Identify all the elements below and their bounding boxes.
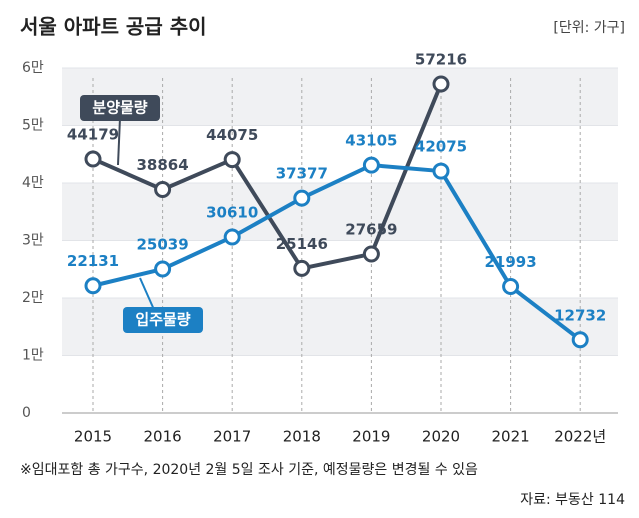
legend-box	[123, 307, 203, 333]
data-label: 44179	[67, 125, 119, 143]
x-tick-label: 2021	[492, 428, 530, 446]
chart-title: 서울 아파트 공급 추이	[20, 15, 207, 39]
grid-band	[62, 183, 618, 241]
data-label: 44075	[206, 126, 258, 144]
data-label: 37377	[276, 165, 328, 183]
footnote: ※임대포함 총 가구수, 2020년 2월 5일 조사 기준, 예정물량은 변경…	[20, 462, 478, 478]
point	[84, 277, 102, 295]
x-tick-label: 2019	[352, 428, 390, 446]
series-line	[92, 83, 443, 271]
x-tick-label: 2015	[74, 428, 112, 446]
legend-label: 분양물량	[92, 99, 147, 117]
y-tick-label: 5만	[22, 118, 44, 134]
data-label: 43105	[345, 132, 397, 150]
y-tick-label: 1만	[22, 348, 44, 364]
data-label: 42075	[415, 138, 467, 156]
x-tick-label: 2016	[144, 428, 182, 446]
unit-label: [단위: 가구]	[553, 20, 625, 36]
y-tick-label: 2만	[22, 290, 44, 306]
point	[154, 260, 172, 278]
point	[502, 278, 520, 296]
y-tick-label: 0	[22, 405, 31, 421]
point	[432, 75, 450, 93]
data-label: 22131	[67, 252, 119, 270]
x-tick-label: 2018	[283, 428, 321, 446]
data-label: 27659	[345, 220, 397, 238]
data-label: 12732	[554, 306, 606, 324]
data-label: 21993	[485, 253, 537, 271]
x-tick-label: 2020	[422, 428, 460, 446]
point	[432, 162, 450, 180]
point	[293, 189, 311, 207]
point	[223, 228, 241, 246]
legend-box	[80, 95, 160, 121]
point	[362, 245, 380, 263]
point	[362, 156, 380, 174]
x-tick-label: 2022년	[554, 428, 606, 446]
point	[84, 150, 102, 168]
data-label: 57216	[415, 51, 467, 69]
data-label: 38864	[137, 156, 189, 174]
source: 자료: 부동산 114	[520, 492, 625, 508]
legend-label: 입주물량	[135, 311, 190, 329]
series-line	[92, 163, 582, 342]
point	[293, 259, 311, 277]
y-tick-label: 6만	[22, 60, 44, 76]
legend-pointer	[117, 117, 121, 166]
y-tick-label: 4만	[22, 175, 44, 191]
point	[154, 181, 172, 199]
data-label: 25146	[276, 235, 328, 253]
y-tick-label: 3만	[22, 233, 44, 249]
x-tick-label: 2017	[213, 428, 251, 446]
point	[571, 331, 589, 349]
data-label: 25039	[137, 236, 189, 254]
data-label: 30610	[206, 203, 258, 221]
point	[223, 151, 241, 169]
